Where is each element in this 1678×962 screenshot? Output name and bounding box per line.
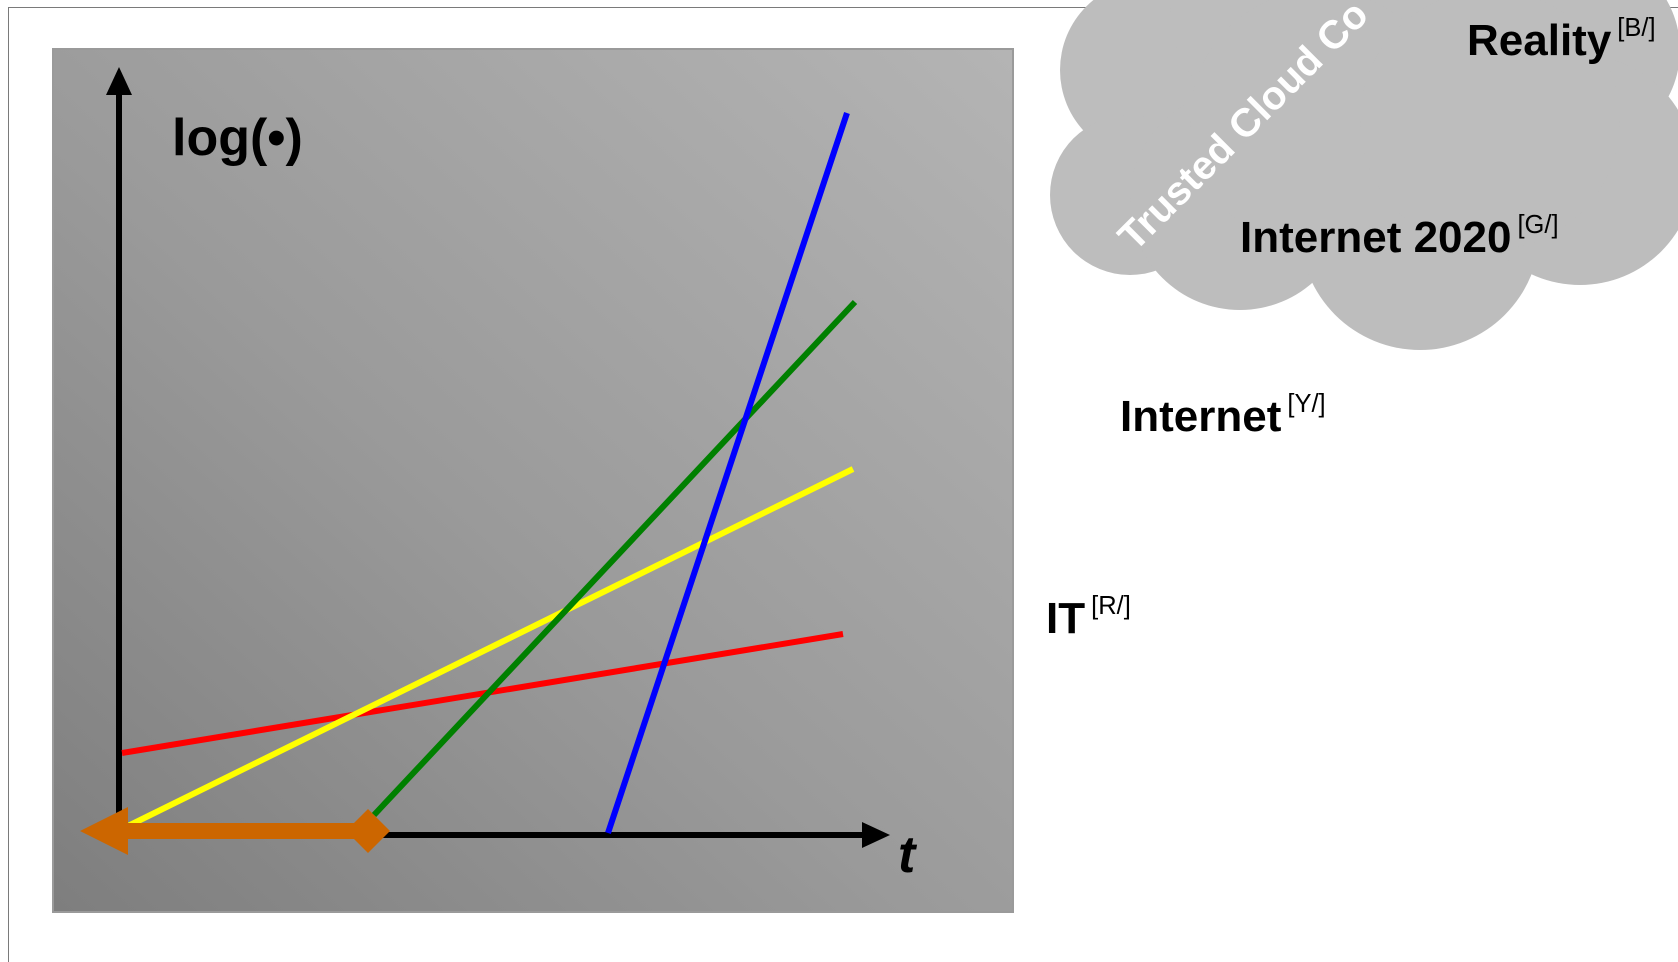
x-axis-arrowhead — [862, 822, 890, 848]
slide-border — [8, 7, 1678, 962]
reality-label-text: Reality — [1467, 16, 1612, 66]
internet2020-label-text: Internet 2020 — [1240, 213, 1512, 263]
it-label: IT [R/] — [1046, 592, 1131, 644]
reality-label-tag: [B/] — [1617, 14, 1656, 42]
internet-label-text: Internet — [1120, 392, 1282, 442]
it-label-tag: [R/] — [1091, 592, 1131, 620]
time-span-arrow — [80, 807, 390, 855]
internet2020-label-tag: [G/] — [1517, 211, 1559, 239]
reality-label: Reality [B/] — [1467, 14, 1656, 66]
internet2020-line — [371, 299, 858, 818]
y-axis-arrowhead — [106, 67, 132, 95]
y-axis-label: log(•) — [172, 109, 303, 167]
internet2020-label: Internet 2020 [G/] — [1240, 211, 1559, 263]
cloud-shape — [1050, 0, 1678, 350]
internet-label: Internet [Y/] — [1120, 390, 1326, 442]
it-line — [121, 631, 844, 756]
plot-panel — [52, 48, 1014, 913]
x-axis-label: t — [898, 826, 916, 884]
internet-line — [126, 466, 855, 829]
it-label-text: IT — [1046, 594, 1086, 644]
reality-line — [605, 112, 850, 834]
internet-label-tag: [Y/] — [1287, 390, 1326, 418]
